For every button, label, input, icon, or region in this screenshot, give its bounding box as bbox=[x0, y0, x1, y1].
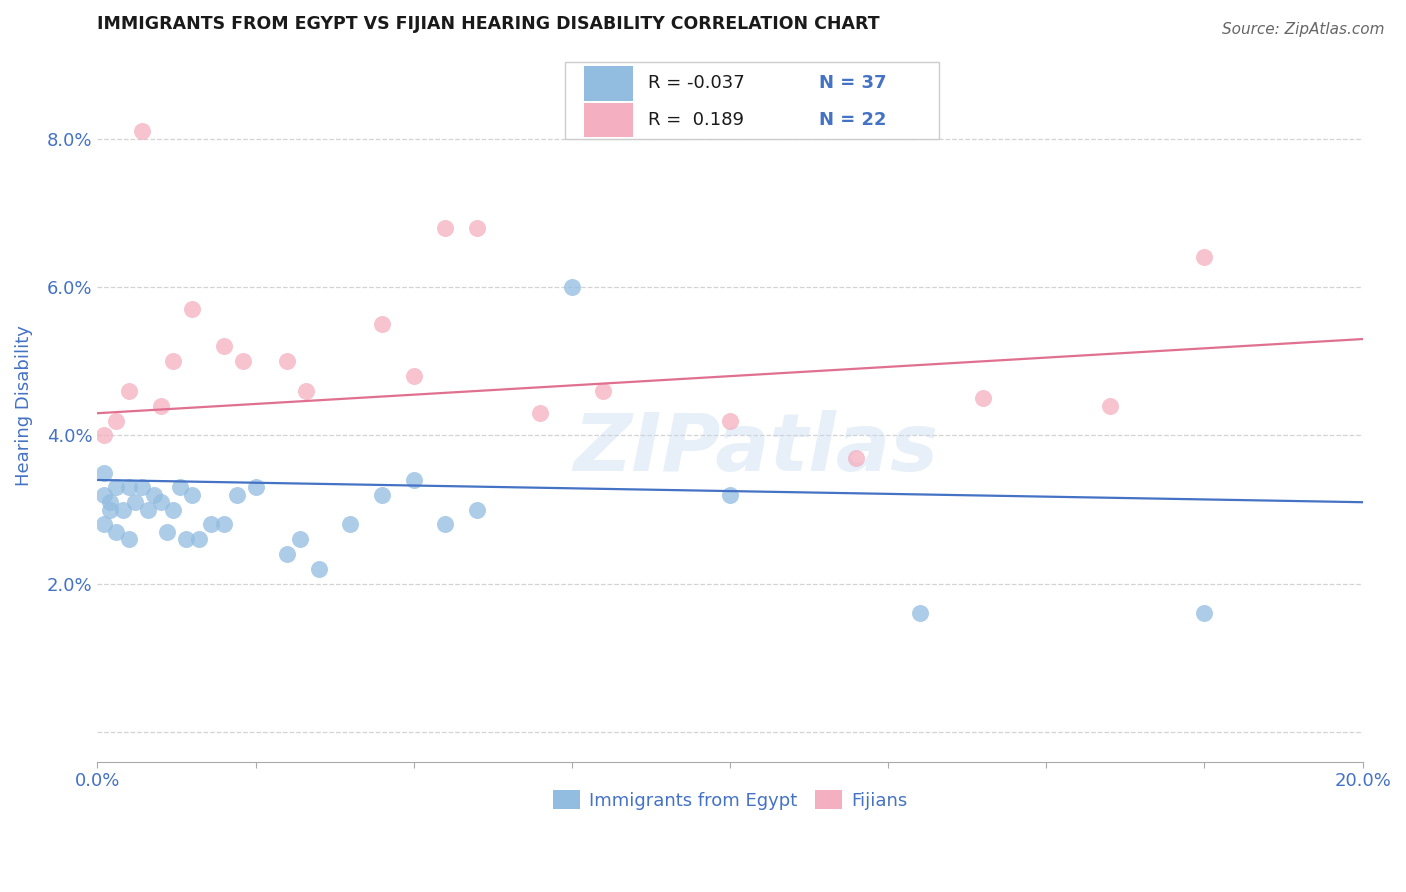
FancyBboxPatch shape bbox=[565, 62, 939, 139]
Point bbox=[162, 354, 184, 368]
Point bbox=[972, 392, 994, 406]
Point bbox=[156, 524, 179, 539]
Point bbox=[124, 495, 146, 509]
Point bbox=[98, 502, 121, 516]
Point bbox=[174, 533, 197, 547]
Point bbox=[118, 533, 141, 547]
FancyBboxPatch shape bbox=[585, 66, 633, 101]
Point bbox=[561, 280, 583, 294]
Point bbox=[149, 399, 172, 413]
Point bbox=[111, 502, 134, 516]
Point bbox=[308, 562, 330, 576]
Legend: Immigrants from Egypt, Fijians: Immigrants from Egypt, Fijians bbox=[546, 783, 914, 817]
Point bbox=[465, 502, 488, 516]
Text: R = -0.037: R = -0.037 bbox=[648, 74, 745, 93]
Point bbox=[1194, 251, 1216, 265]
Point bbox=[718, 414, 741, 428]
Point bbox=[1194, 607, 1216, 621]
Point bbox=[434, 517, 457, 532]
Point bbox=[212, 339, 235, 353]
Point bbox=[93, 517, 115, 532]
Point bbox=[136, 502, 159, 516]
Point bbox=[93, 488, 115, 502]
Point bbox=[212, 517, 235, 532]
Point bbox=[339, 517, 361, 532]
Point bbox=[402, 369, 425, 384]
Point bbox=[105, 524, 128, 539]
Point bbox=[131, 480, 153, 494]
Point bbox=[149, 495, 172, 509]
Point bbox=[288, 533, 311, 547]
Point bbox=[402, 473, 425, 487]
Point bbox=[105, 480, 128, 494]
Point bbox=[276, 354, 298, 368]
Point bbox=[465, 220, 488, 235]
Point bbox=[1098, 399, 1121, 413]
Point bbox=[143, 488, 166, 502]
Point bbox=[245, 480, 267, 494]
Point bbox=[187, 533, 209, 547]
FancyBboxPatch shape bbox=[585, 103, 633, 136]
Point bbox=[295, 384, 318, 398]
Point bbox=[371, 317, 394, 331]
Point bbox=[225, 488, 247, 502]
Point bbox=[371, 488, 394, 502]
Point bbox=[181, 488, 204, 502]
Text: R =  0.189: R = 0.189 bbox=[648, 111, 744, 128]
Text: N = 37: N = 37 bbox=[820, 74, 887, 93]
Point bbox=[93, 466, 115, 480]
Y-axis label: Hearing Disability: Hearing Disability bbox=[15, 326, 32, 486]
Point bbox=[232, 354, 254, 368]
Point bbox=[105, 414, 128, 428]
Point bbox=[181, 302, 204, 317]
Point bbox=[162, 502, 184, 516]
Point bbox=[200, 517, 222, 532]
Point bbox=[908, 607, 931, 621]
Text: Source: ZipAtlas.com: Source: ZipAtlas.com bbox=[1222, 22, 1385, 37]
Point bbox=[93, 428, 115, 442]
Point bbox=[98, 495, 121, 509]
Point bbox=[434, 220, 457, 235]
Point bbox=[529, 406, 551, 420]
Point bbox=[718, 488, 741, 502]
Point bbox=[276, 547, 298, 561]
Point bbox=[118, 480, 141, 494]
Point bbox=[118, 384, 141, 398]
Point bbox=[845, 450, 868, 465]
Point bbox=[169, 480, 191, 494]
Text: IMMIGRANTS FROM EGYPT VS FIJIAN HEARING DISABILITY CORRELATION CHART: IMMIGRANTS FROM EGYPT VS FIJIAN HEARING … bbox=[97, 15, 880, 33]
Point bbox=[592, 384, 614, 398]
Point bbox=[131, 124, 153, 138]
Text: N = 22: N = 22 bbox=[820, 111, 887, 128]
Text: ZIPatlas: ZIPatlas bbox=[572, 409, 938, 488]
